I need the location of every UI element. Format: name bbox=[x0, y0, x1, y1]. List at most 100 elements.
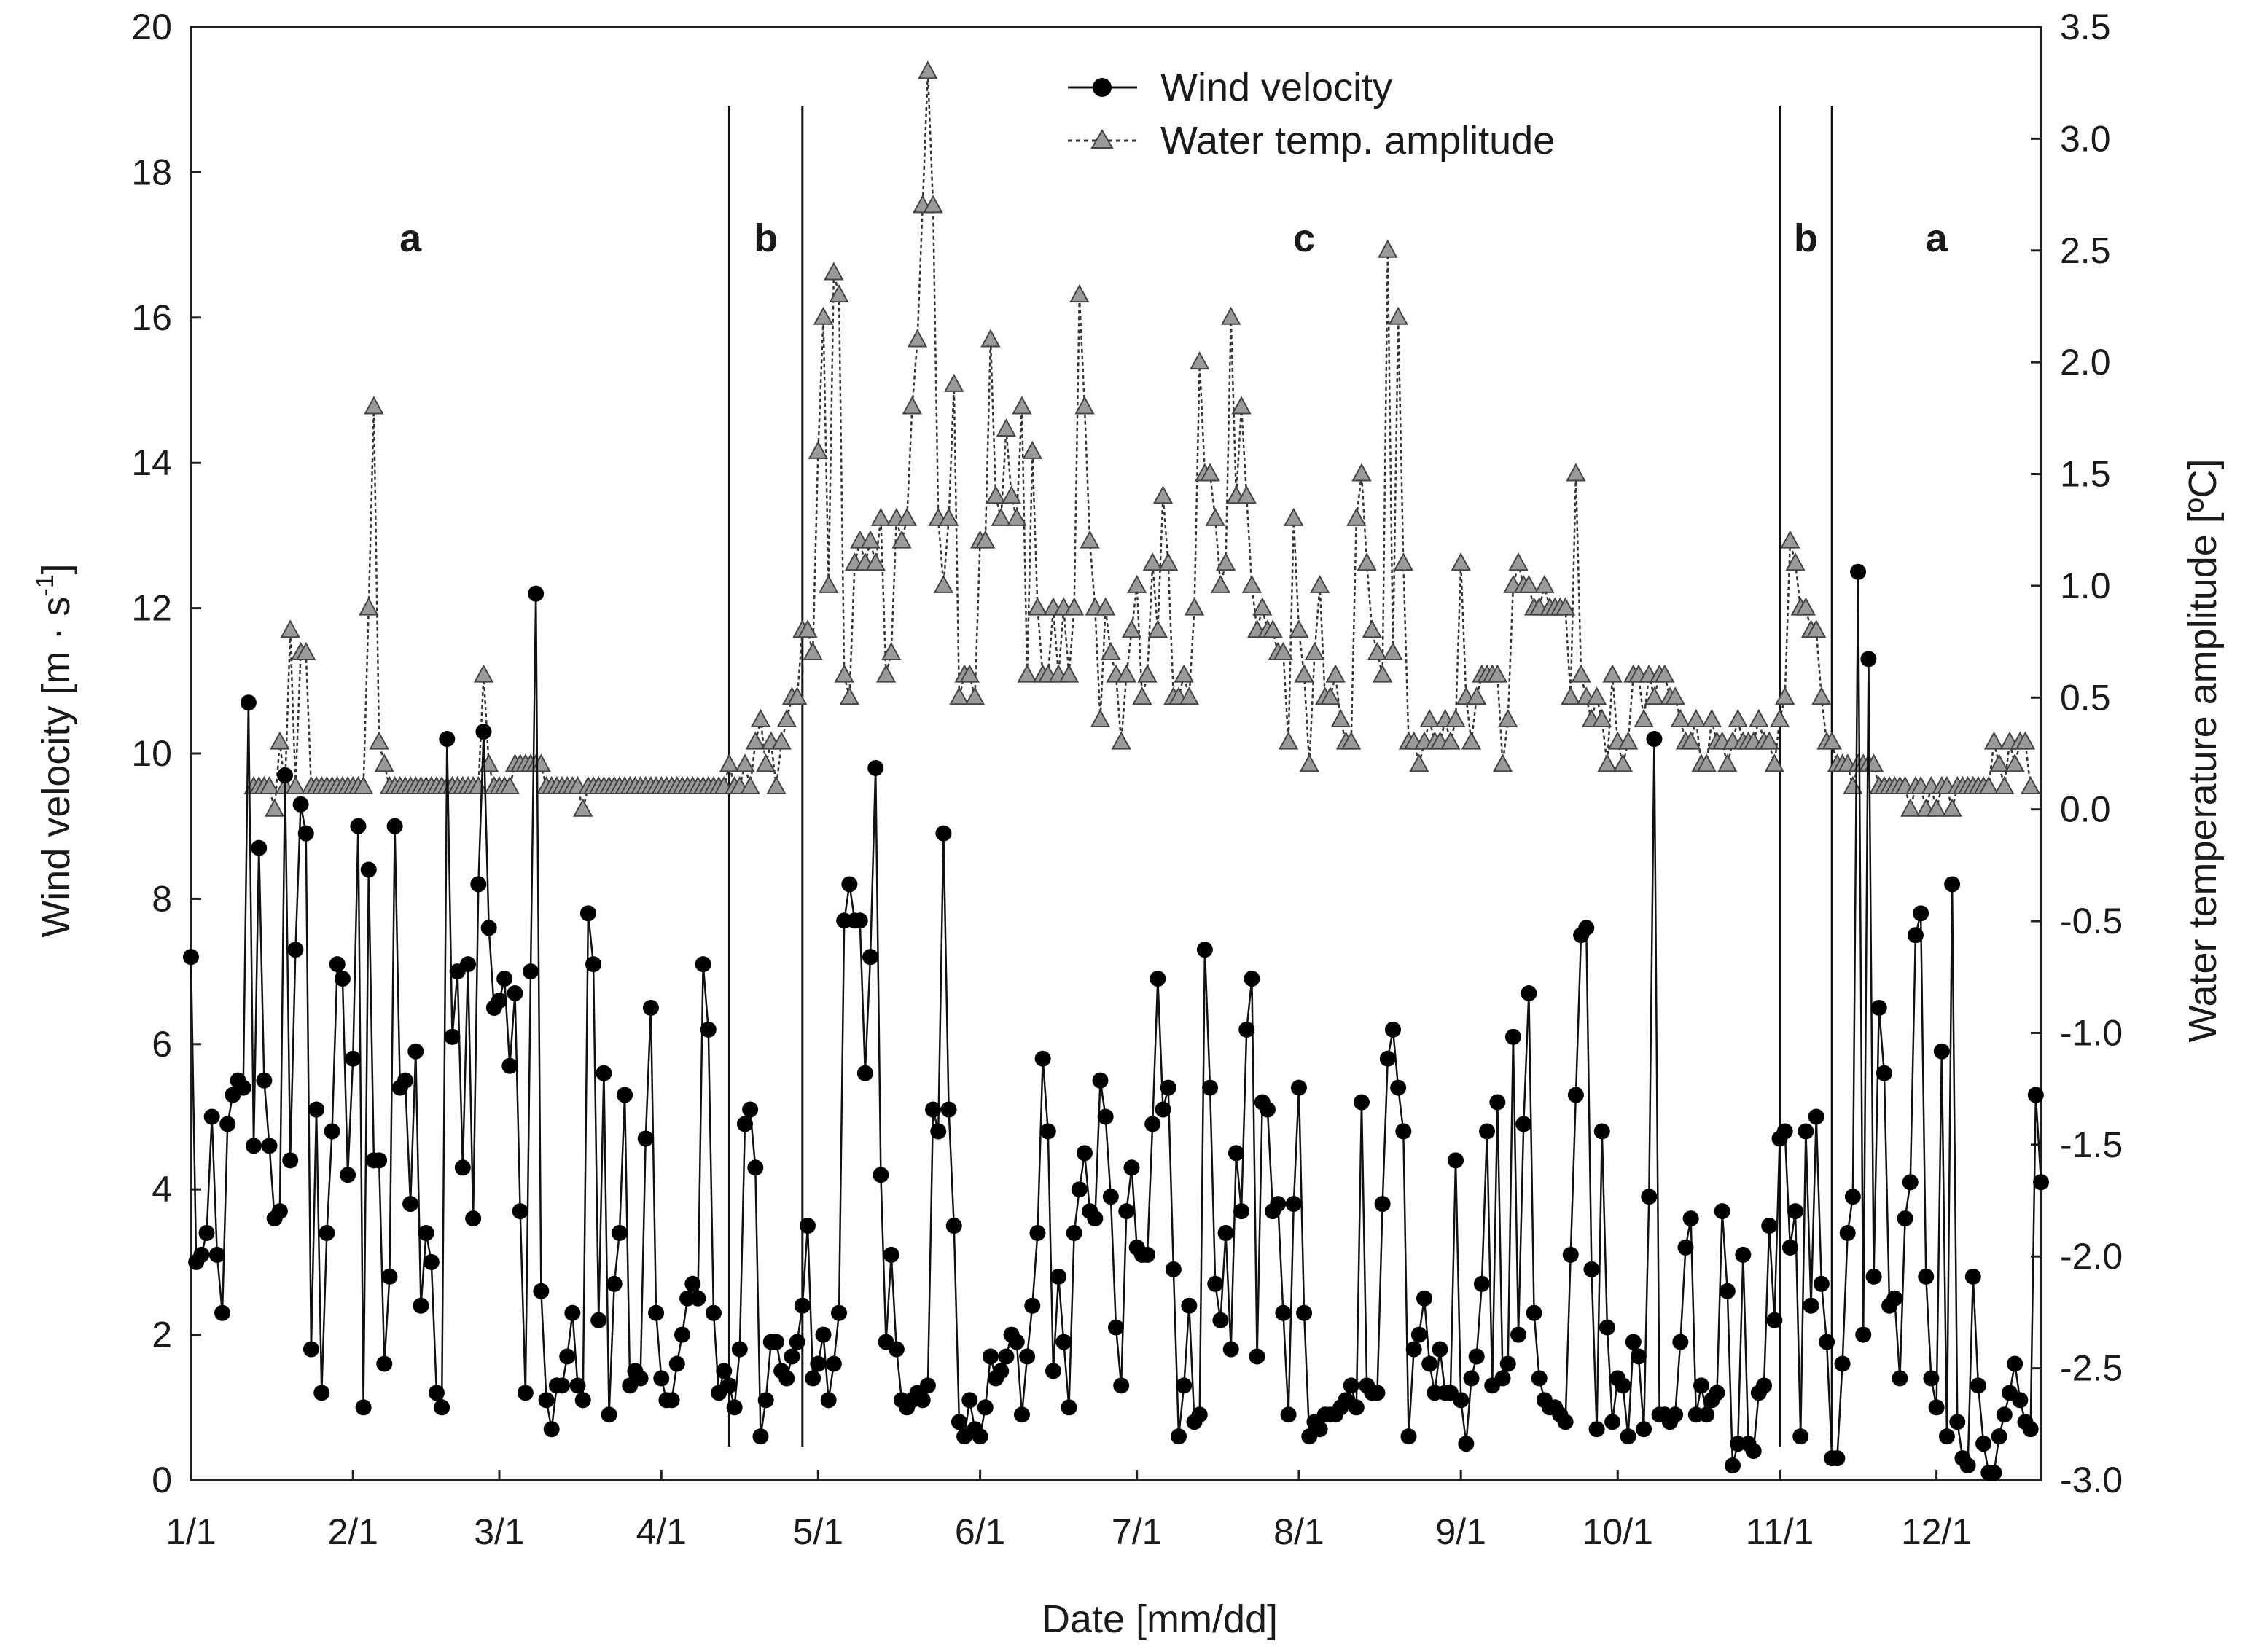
wind-velocity-point bbox=[528, 585, 545, 602]
wind-velocity-point bbox=[470, 876, 487, 893]
water-temp-point bbox=[1717, 753, 1738, 772]
wind-velocity-point bbox=[1682, 1210, 1699, 1227]
wind-velocity-point bbox=[1844, 1189, 1861, 1205]
wind-velocity-point bbox=[475, 724, 492, 740]
wind-velocity-point bbox=[282, 1152, 299, 1169]
water-temp-point bbox=[1299, 753, 1319, 772]
wind-velocity-point bbox=[1280, 1406, 1297, 1423]
wind-velocity-point bbox=[1761, 1218, 1778, 1234]
wind-velocity-point bbox=[1923, 1370, 1940, 1387]
wind-velocity-point bbox=[632, 1370, 649, 1387]
water-temp-point bbox=[750, 708, 771, 727]
x-tick-label: 8/1 bbox=[1273, 1511, 1324, 1552]
wind-velocity-point bbox=[246, 1138, 262, 1154]
water-temp-point bbox=[824, 262, 844, 281]
water-temp-point bbox=[1822, 731, 1842, 750]
wind-velocity-point bbox=[219, 1116, 236, 1132]
wind-velocity-point bbox=[1343, 1377, 1359, 1394]
water-temp-point bbox=[285, 775, 306, 795]
wind-velocity-point bbox=[496, 971, 513, 987]
wind-velocity-point bbox=[559, 1348, 576, 1365]
wind-velocity-point bbox=[434, 1399, 450, 1416]
wind-velocity-point bbox=[292, 796, 309, 813]
wind-velocity-point bbox=[1504, 1028, 1521, 1045]
y-left-tick-label: 6 bbox=[152, 1024, 172, 1065]
wind-velocity-point bbox=[1228, 1145, 1244, 1162]
wind-velocity-point bbox=[601, 1406, 617, 1423]
water-temp-point bbox=[1231, 396, 1252, 415]
wind-velocity-point bbox=[1996, 1406, 2013, 1423]
water-temp-point bbox=[1320, 686, 1340, 705]
wind-velocity-point bbox=[596, 1065, 612, 1081]
water-temp-point bbox=[1686, 708, 1706, 727]
water-temp-point bbox=[745, 731, 765, 750]
wind-velocity-point bbox=[287, 942, 304, 958]
water-temp-point bbox=[829, 284, 849, 303]
wind-velocity-point bbox=[1531, 1370, 1548, 1387]
water-temp-point bbox=[1942, 798, 1962, 817]
water-temp-point bbox=[1451, 552, 1471, 571]
wind-velocity-point bbox=[1050, 1268, 1067, 1285]
water-temp-point bbox=[834, 664, 854, 683]
wind-velocity-point bbox=[856, 1065, 873, 1081]
wind-velocity-point bbox=[501, 1057, 518, 1074]
wind-velocity-point bbox=[663, 1392, 680, 1409]
wind-velocity-point bbox=[690, 1290, 706, 1307]
wind-velocity-point bbox=[825, 1355, 842, 1372]
x-tick-label: 7/1 bbox=[1112, 1511, 1163, 1552]
water-temp-point bbox=[1278, 731, 1299, 750]
water-temp-point bbox=[923, 195, 943, 214]
wind-velocity-point bbox=[784, 1348, 800, 1365]
wind-velocity-point bbox=[684, 1275, 701, 1292]
water-temp-point bbox=[980, 329, 1001, 348]
water-temp-point bbox=[296, 641, 316, 660]
water-temp-point bbox=[1571, 664, 1591, 683]
water-temp-point bbox=[771, 731, 792, 750]
wind-velocity-point bbox=[757, 1392, 774, 1409]
wind-velocity-point bbox=[1244, 971, 1260, 987]
water-temp-point bbox=[1095, 597, 1116, 616]
water-temp-point bbox=[1174, 664, 1194, 683]
wind-velocity-point bbox=[1615, 1377, 1631, 1394]
water-temp-point bbox=[813, 306, 834, 325]
wind-velocity-point bbox=[1045, 1363, 1061, 1379]
wind-velocity-point bbox=[439, 731, 456, 748]
water-temp-point bbox=[1701, 708, 1722, 727]
water-temp-point bbox=[1012, 396, 1032, 415]
wind-velocity-point bbox=[319, 1225, 335, 1242]
wind-velocity-point bbox=[1405, 1341, 1422, 1358]
wind-velocity-point bbox=[208, 1246, 225, 1263]
water-temp-point bbox=[907, 329, 928, 348]
water-temp-point bbox=[1027, 597, 1048, 616]
wind-velocity-point bbox=[778, 1370, 795, 1387]
water-temp-point bbox=[364, 396, 384, 415]
wind-velocity-point bbox=[1071, 1181, 1088, 1198]
region-label: b bbox=[754, 216, 778, 260]
wind-velocity-point bbox=[2012, 1392, 2029, 1409]
wind-velocity-point bbox=[1975, 1436, 1992, 1452]
wind-velocity-point bbox=[1913, 905, 1929, 922]
wind-velocity-point bbox=[308, 1101, 325, 1118]
wind-velocity-point bbox=[935, 825, 952, 842]
water-temp-point bbox=[1602, 664, 1623, 683]
wind-velocity-point bbox=[1034, 1050, 1051, 1067]
water-temp-point bbox=[1080, 530, 1100, 549]
water-temp-point bbox=[860, 530, 881, 549]
water-temp-point bbox=[1597, 753, 1617, 772]
wind-velocity-point bbox=[517, 1385, 534, 1401]
wind-velocity-point bbox=[334, 971, 351, 987]
wind-velocity-point bbox=[810, 1355, 827, 1372]
wind-velocity-point bbox=[1113, 1377, 1130, 1394]
wind-velocity-point bbox=[193, 1246, 210, 1263]
water-temp-point bbox=[938, 507, 959, 526]
wind-velocity-point bbox=[303, 1341, 319, 1358]
wind-velocity-point bbox=[977, 1399, 994, 1416]
wind-velocity-point bbox=[1222, 1341, 1239, 1358]
water-temp-point bbox=[1388, 306, 1408, 325]
wind-velocity-point bbox=[1150, 971, 1166, 987]
y-right-tick-label: -3.0 bbox=[2060, 1460, 2123, 1500]
axes-layer: 1/1 2/1 3/1 4/1 5/1 6/1 7/1 8/1 9/1 10/1 11/1 12/1 0… bbox=[131, 7, 2123, 1552]
wind-velocity-point bbox=[569, 1377, 586, 1394]
wind-velocity-point bbox=[444, 1028, 461, 1045]
water-temp-point bbox=[1190, 351, 1210, 370]
